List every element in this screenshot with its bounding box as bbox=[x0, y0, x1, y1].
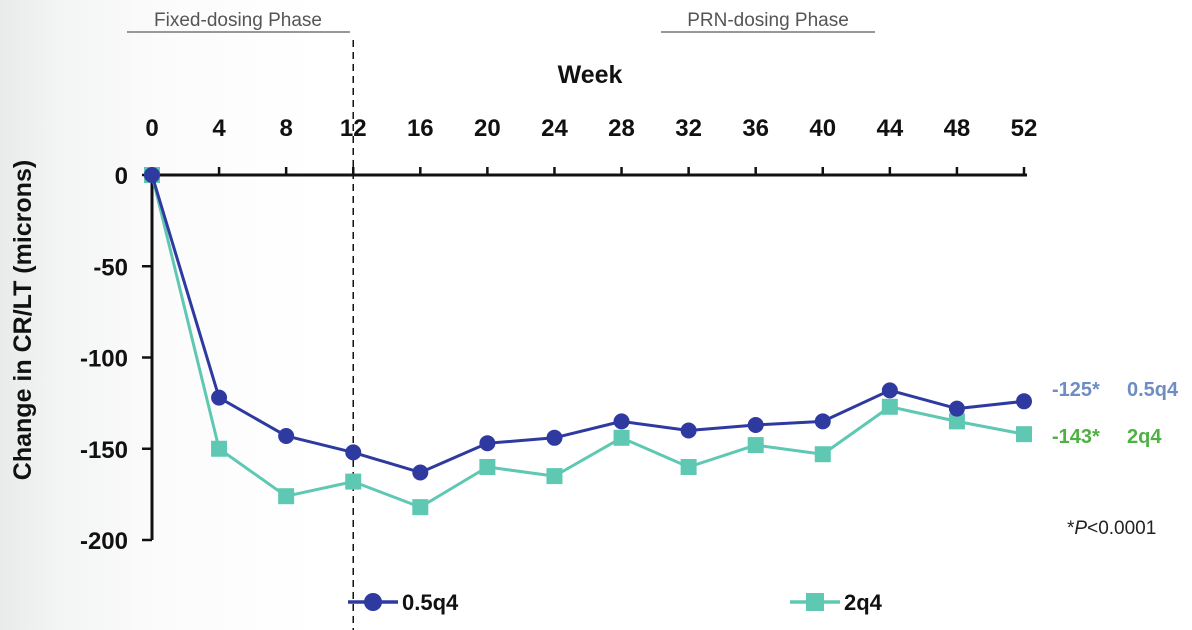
legend-item-2q4: 2q4 bbox=[790, 590, 883, 615]
data-point bbox=[814, 413, 831, 430]
x-tick-label: 44 bbox=[876, 115, 903, 142]
end-value-label: -125* bbox=[1052, 379, 1100, 401]
data-point bbox=[211, 389, 228, 406]
y-tick-label: -100 bbox=[80, 346, 128, 373]
data-point bbox=[144, 167, 160, 183]
data-point bbox=[814, 446, 831, 463]
fixed-dosing-phase-label: Fixed-dosing Phase bbox=[154, 10, 322, 31]
y-ticks: 0 -50 -100 -150 -200 bbox=[80, 163, 152, 555]
x-tick-label: 52 bbox=[1011, 115, 1038, 142]
legend-label: 0.5q4 bbox=[402, 590, 459, 615]
x-tick-label: 40 bbox=[809, 115, 836, 142]
series-2q4 bbox=[144, 167, 1032, 516]
y-tick-label: 0 bbox=[115, 163, 128, 190]
x-tick-label: 24 bbox=[541, 115, 568, 142]
data-point bbox=[881, 398, 898, 415]
data-point bbox=[747, 417, 764, 434]
x-tick-label: 12 bbox=[340, 115, 367, 142]
data-point bbox=[948, 400, 965, 417]
data-point bbox=[613, 429, 630, 446]
x-tick-label: 0 bbox=[145, 115, 158, 142]
x-tick-label: 48 bbox=[944, 115, 971, 142]
end-value-label: -143* bbox=[1052, 426, 1100, 448]
data-point bbox=[546, 429, 563, 446]
data-point bbox=[479, 459, 496, 475]
end-series-label: 2q4 bbox=[1127, 426, 1162, 448]
x-tick-label: 36 bbox=[742, 115, 769, 142]
data-point bbox=[1016, 426, 1032, 443]
legend-marker bbox=[806, 593, 824, 611]
x-axis-title: Week bbox=[558, 61, 623, 89]
data-point bbox=[345, 473, 362, 490]
end-labels: -125* 0.5q4 -143* 2q4 bbox=[1052, 379, 1179, 448]
data-point bbox=[613, 413, 630, 430]
x-tick-label: 20 bbox=[474, 115, 501, 142]
data-point bbox=[948, 413, 965, 430]
data-point bbox=[412, 499, 429, 516]
data-point bbox=[680, 459, 697, 475]
y-tick-label: -50 bbox=[93, 254, 128, 281]
series-line bbox=[150, 174, 1025, 474]
legend-label: 2q4 bbox=[844, 590, 883, 615]
data-point bbox=[211, 440, 228, 457]
data-point bbox=[747, 437, 764, 454]
data-point bbox=[546, 468, 563, 485]
footnote-p-symbol: P bbox=[1074, 518, 1087, 539]
legend-item-0.5q4: 0.5q4 bbox=[348, 590, 459, 615]
y-tick-label: -150 bbox=[80, 437, 128, 464]
footnote-suffix: <0.0001 bbox=[1087, 518, 1156, 539]
x-tick-label: 16 bbox=[407, 115, 434, 142]
x-tick-label: 4 bbox=[212, 115, 226, 142]
data-point bbox=[345, 444, 362, 461]
data-point bbox=[479, 435, 496, 452]
data-point bbox=[278, 488, 295, 505]
y-tick-label: -200 bbox=[80, 528, 128, 555]
end-series-label: 0.5q4 bbox=[1127, 379, 1179, 401]
series-0.5q4 bbox=[144, 167, 1032, 481]
data-point bbox=[278, 427, 295, 444]
x-ticks: 0 4 8 12 16 20 24 28 32 36 40 44 48 52 bbox=[145, 115, 1037, 175]
series-layer bbox=[144, 167, 1032, 516]
y-axis-title: Change in CR/LT (microns) bbox=[9, 160, 37, 480]
footnote-prefix: * bbox=[1067, 518, 1075, 539]
x-tick-label: 28 bbox=[608, 115, 635, 142]
data-point bbox=[881, 382, 898, 399]
p-value-footnote: *P<0.0001 bbox=[1067, 518, 1156, 539]
legend-marker bbox=[364, 593, 382, 611]
x-tick-label: 32 bbox=[675, 115, 702, 142]
prn-dosing-phase-label: PRN-dosing Phase bbox=[687, 10, 849, 31]
data-point bbox=[1016, 393, 1032, 410]
series-line bbox=[150, 174, 1025, 509]
data-point bbox=[680, 422, 697, 439]
data-point bbox=[412, 464, 429, 481]
x-tick-label: 8 bbox=[279, 115, 292, 142]
legend: 0.5q4 2q4 bbox=[348, 590, 883, 615]
